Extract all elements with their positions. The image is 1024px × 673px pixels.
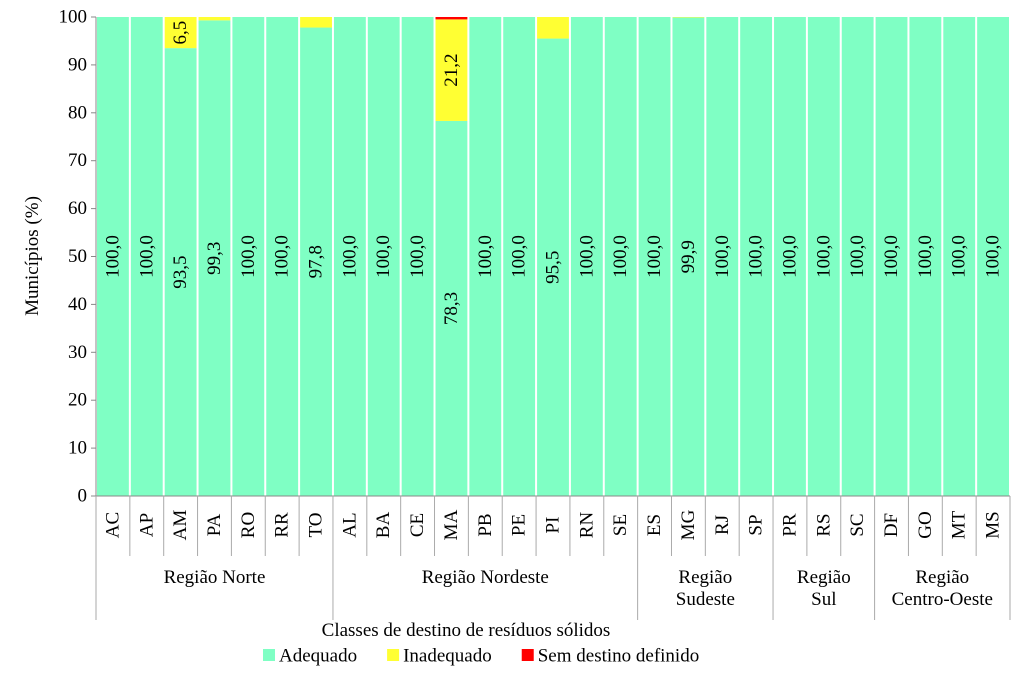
x-tick-label: DF <box>881 513 902 537</box>
data-label: 100,0 <box>407 235 428 278</box>
y-tick-label: 10 <box>68 438 87 459</box>
x-axis-title: Classes de destino de resíduos sólidos <box>322 620 611 641</box>
bar-segment <box>436 17 468 19</box>
x-tick-label: RS <box>813 513 834 536</box>
data-label: 100,0 <box>576 235 597 278</box>
legend-swatch <box>263 649 275 661</box>
x-tick-label: CE <box>407 513 428 537</box>
x-tick-label: PB <box>475 513 496 536</box>
y-tick-label: 40 <box>68 294 87 315</box>
y-tick-label: 60 <box>68 198 87 219</box>
group-label: Região Norte <box>111 567 318 589</box>
data-label: 95,5 <box>543 251 564 284</box>
x-tick-label: RN <box>576 512 597 539</box>
data-label: 100,0 <box>813 235 834 278</box>
legend-label: Sem destino definido <box>538 646 699 667</box>
legend-swatch <box>387 649 399 661</box>
y-tick-label: 50 <box>68 246 87 267</box>
data-label: 93,5 <box>170 255 191 288</box>
data-label: 100,0 <box>712 235 733 278</box>
data-label: 100,0 <box>915 235 936 278</box>
group-label: Região Sudeste <box>653 567 758 611</box>
data-label: 6,5 <box>170 21 191 45</box>
data-label: 100,0 <box>102 235 123 278</box>
x-tick-label: PR <box>779 513 800 537</box>
x-tick-label: PE <box>509 514 530 536</box>
y-axis-title: Municípios (%) <box>22 196 43 316</box>
data-label: 21,2 <box>441 54 462 87</box>
y-tick-label: 0 <box>78 486 88 507</box>
data-label: 99,9 <box>678 240 699 273</box>
y-tick-label: 70 <box>68 150 87 171</box>
legend-label: Inadequado <box>403 646 492 667</box>
x-tick-label: MS <box>983 511 1004 538</box>
y-tick-label: 100 <box>59 7 88 28</box>
data-label: 100,0 <box>847 235 868 278</box>
y-tick-label: 20 <box>68 390 87 411</box>
bar-segment <box>199 17 231 20</box>
group-label: Região Sul <box>788 567 860 611</box>
x-tick-label: AM <box>170 510 191 541</box>
x-tick-label: SP <box>746 514 767 535</box>
x-tick-label: GO <box>915 511 936 538</box>
data-label: 100,0 <box>949 235 970 278</box>
data-label: 100,0 <box>983 235 1004 278</box>
x-tick-label: RJ <box>712 515 733 535</box>
data-label: 100,0 <box>509 235 530 278</box>
data-label: 100,0 <box>881 235 902 278</box>
x-tick-label: PA <box>204 513 225 536</box>
data-label: 99,3 <box>204 242 225 275</box>
x-tick-label: AC <box>102 512 123 538</box>
data-label: 100,0 <box>779 235 800 278</box>
y-tick-label: 80 <box>68 102 87 123</box>
data-label: 100,0 <box>272 235 293 278</box>
data-label: 78,3 <box>441 292 462 325</box>
data-label: 100,0 <box>610 235 631 278</box>
x-tick-label: RO <box>238 512 259 538</box>
data-label: 100,0 <box>373 235 394 278</box>
bar-segment <box>537 17 569 39</box>
data-label: 100,0 <box>238 235 259 278</box>
group-label: Região Centro-Oeste <box>890 567 995 611</box>
x-tick-label: AP <box>136 513 157 537</box>
data-label: 100,0 <box>136 235 157 278</box>
x-tick-label: AL <box>339 512 360 537</box>
data-label: 100,0 <box>475 235 496 278</box>
legend-swatch <box>522 649 534 661</box>
x-tick-label: RR <box>272 512 293 538</box>
y-tick-label: 30 <box>68 342 87 363</box>
bar-segment <box>300 17 332 28</box>
y-tick-label: 90 <box>68 54 87 75</box>
data-label: 100,0 <box>644 235 665 278</box>
group-label: Região Nordeste <box>348 567 623 589</box>
x-tick-label: PI <box>543 517 564 534</box>
x-tick-label: ES <box>644 514 665 536</box>
data-label: 100,0 <box>746 235 767 278</box>
x-tick-label: BA <box>373 512 394 539</box>
x-tick-label: MT <box>949 510 970 539</box>
x-tick-label: SE <box>610 514 631 536</box>
data-label: 100,0 <box>339 235 360 278</box>
data-label: 97,8 <box>306 245 327 278</box>
x-tick-label: MG <box>678 509 699 540</box>
x-tick-label: SC <box>847 513 868 536</box>
legend-label: Adequado <box>279 646 357 667</box>
x-tick-label: MA <box>441 509 462 540</box>
x-tick-label: TO <box>306 513 327 538</box>
